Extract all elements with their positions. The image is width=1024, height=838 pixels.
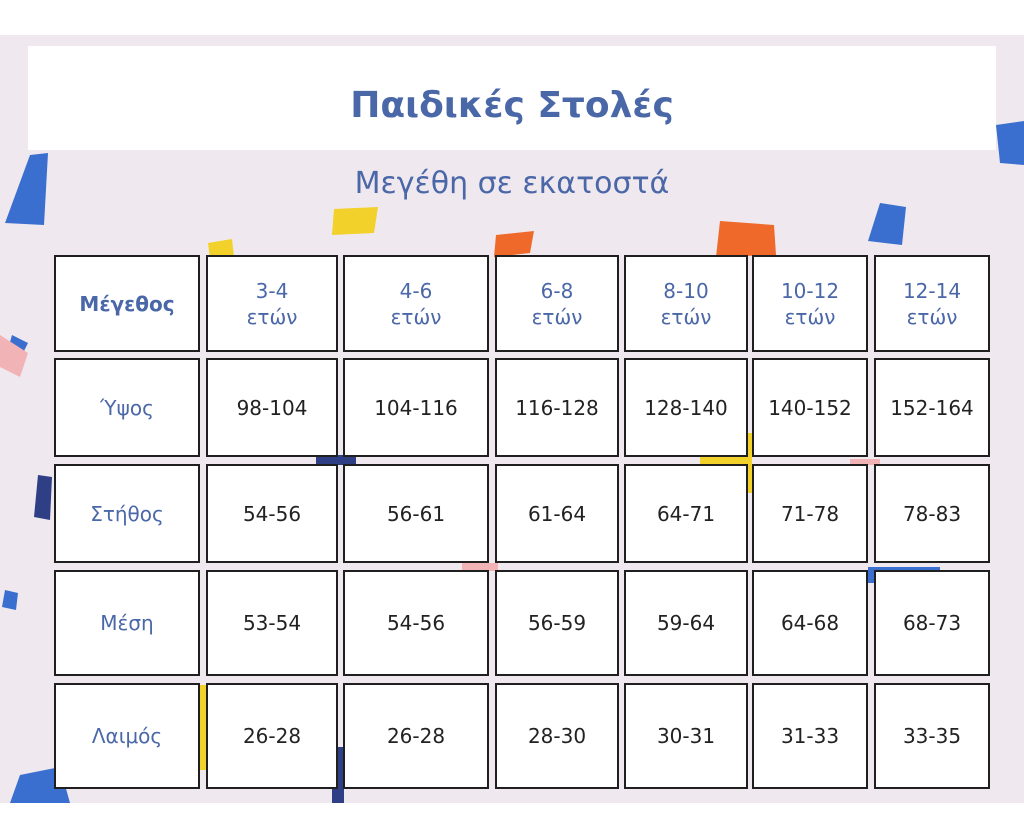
yellow-confetti [208,239,234,259]
table-cell: 64-71 [624,464,748,563]
table-cell: 68-73 [874,570,990,676]
column-header: 10-12 ετών [752,255,868,352]
blue-confetti [2,590,18,610]
table-cell: 26-28 [343,683,489,789]
table-cell: 59-64 [624,570,748,676]
confetti-decoration [0,121,1024,803]
poster-title: Παιδικές Στολές [350,85,674,126]
row-label: Μέση [54,570,200,676]
blue-confetti [868,203,906,245]
table-cell: 56-61 [343,464,489,563]
table-cell: 31-33 [752,683,868,789]
navy-confetti [34,475,52,520]
table-cell: 33-35 [874,683,990,789]
table-cell: 104-116 [343,358,489,457]
table-cell: 61-64 [495,464,619,563]
table-cell: 152-164 [874,358,990,457]
poster-subtitle: Μεγέθη σε εκατοστά [354,166,670,201]
blue-confetti [996,121,1024,165]
table-cell: 71-78 [752,464,868,563]
column-header: 12-14 ετών [874,255,990,352]
column-header: 8-10 ετών [624,255,748,352]
row-label: Λαιμός [54,683,200,789]
table-cell: 54-56 [206,464,338,563]
pink-confetti [0,335,28,377]
row-label: Ύψος [54,358,200,457]
pink-confetti [850,459,880,465]
table-cell: 140-152 [752,358,868,457]
table-cell: 116-128 [495,358,619,457]
orange-confetti [494,231,534,257]
table-cell: 54-56 [343,570,489,676]
table-cell: 56-59 [495,570,619,676]
navy-confetti [316,455,356,465]
table-cell: 128-140 [624,358,748,457]
table-cell: 53-54 [206,570,338,676]
column-header: 3-4 ετών [206,255,338,352]
table-cell: 78-83 [874,464,990,563]
table-cell: 64-68 [752,570,868,676]
blue-confetti [5,153,48,225]
title-banner: Παιδικές Στολές [28,46,996,150]
table-cell: 28-30 [495,683,619,789]
table-cell: 30-31 [624,683,748,789]
table-corner-header: Μέγεθος [54,255,200,352]
column-header: 4-6 ετών [343,255,489,352]
yellow-confetti [332,207,378,235]
table-cell: 98-104 [206,358,338,457]
pink-confetti [462,563,498,571]
row-label: Στήθος [54,464,200,563]
orange-confetti [716,221,776,257]
table-cell: 26-28 [206,683,338,789]
column-header: 6-8 ετών [495,255,619,352]
